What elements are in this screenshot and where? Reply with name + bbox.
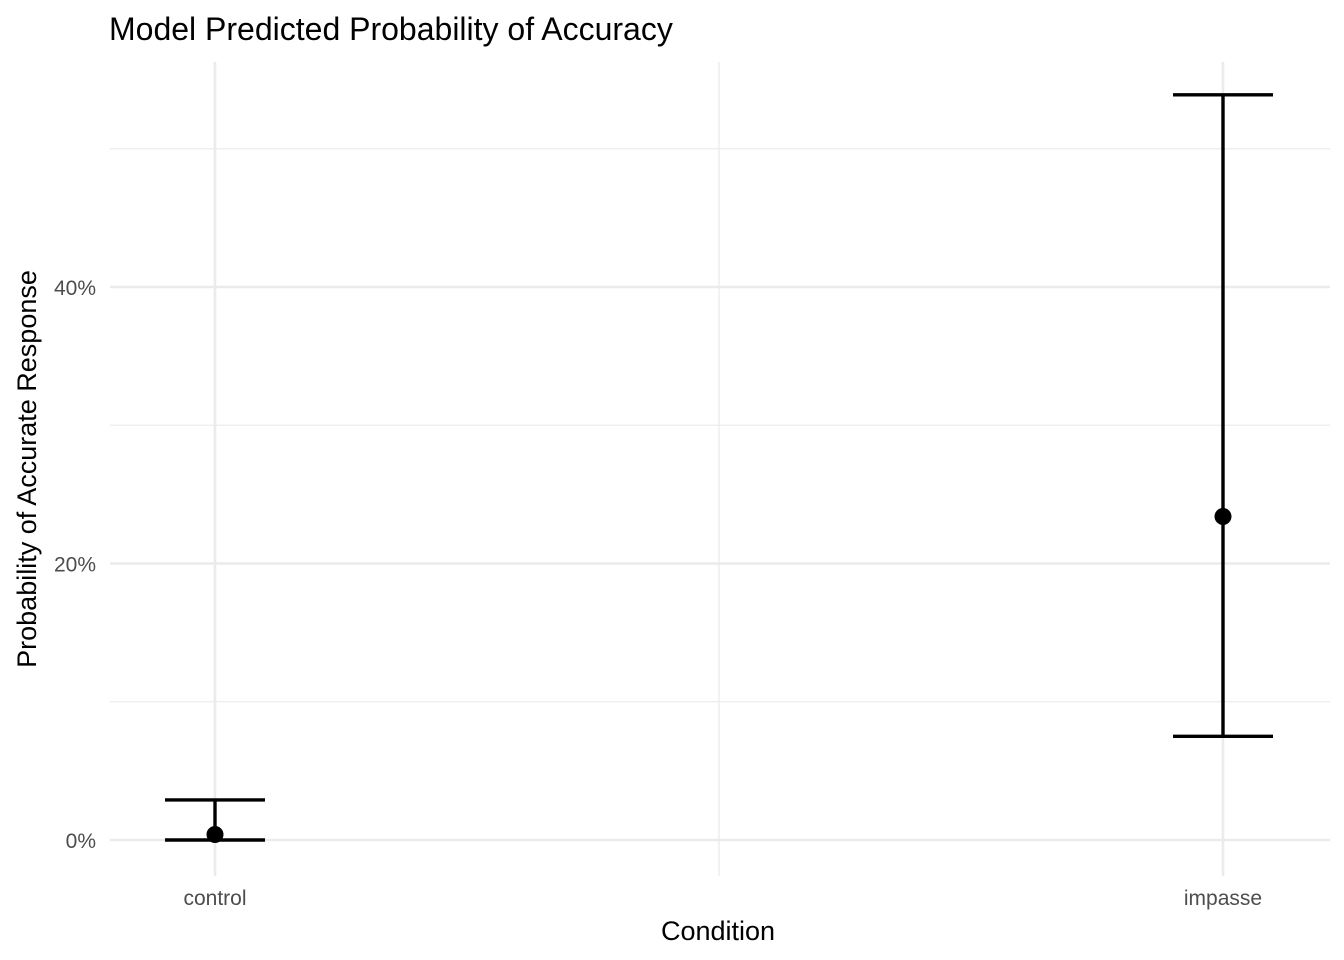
marks xyxy=(165,93,1273,843)
x-tick-label: control xyxy=(183,887,246,910)
chart-title: Model Predicted Probability of Accuracy xyxy=(109,11,673,47)
y-tick-label: 40% xyxy=(54,277,96,300)
x-tick-label: impasse xyxy=(1184,887,1262,910)
tick-labels: 0% 20% 40% control impasse xyxy=(54,277,1262,910)
y-tick-label: 0% xyxy=(66,830,96,853)
y-axis-title: Probability of Accurate Response xyxy=(12,270,42,668)
errorbar-impasse xyxy=(1173,93,1273,739)
grid xyxy=(110,62,1330,876)
x-axis-title: Condition xyxy=(661,916,775,946)
point-impasse xyxy=(1214,507,1232,525)
point-control xyxy=(206,825,224,843)
y-tick-label: 20% xyxy=(54,554,96,577)
